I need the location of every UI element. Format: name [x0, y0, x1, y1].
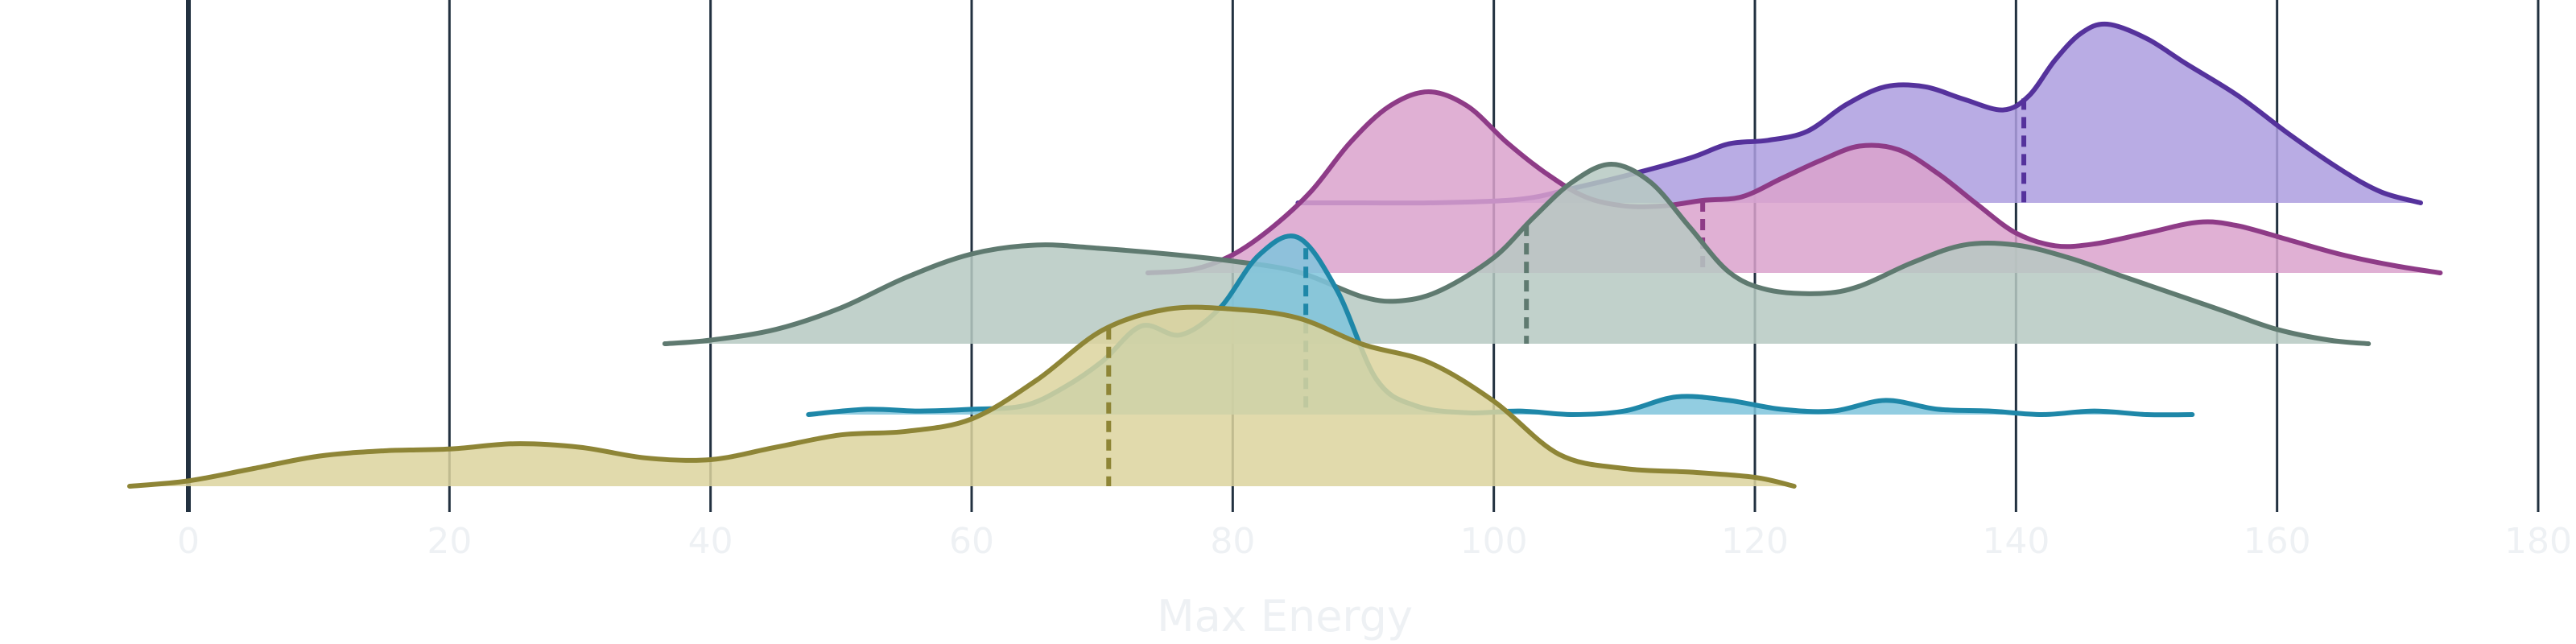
x-tick-label: 100	[1460, 521, 1528, 562]
ridge-line	[662, 162, 2372, 346]
ridge-area	[1147, 92, 2441, 273]
x-axis-title: Max Energy	[1157, 591, 1413, 642]
ridge-area	[1298, 23, 2421, 204]
x-tick-labels: 0 20 40 60 80 100 120 140 160 180	[177, 521, 2572, 562]
ridge-series	[662, 162, 2372, 346]
ridge-line	[1145, 89, 2443, 275]
ridge-area	[130, 307, 1794, 486]
ridge-line	[127, 304, 1797, 489]
x-tick-label: 0	[177, 521, 200, 562]
x-tick-label: 140	[1982, 521, 2050, 562]
x-tick-label: 80	[1210, 521, 1255, 562]
x-tick-label: 120	[1721, 521, 1789, 562]
ridge-area	[664, 164, 2369, 344]
x-tick-label: 180	[2504, 521, 2572, 562]
ridge-series	[127, 304, 1797, 489]
ridges	[127, 21, 2443, 489]
x-tick-label: 40	[688, 521, 733, 562]
x-tick-label: 60	[949, 521, 994, 562]
x-tick-label: 160	[2244, 521, 2311, 562]
x-tick-label: 20	[427, 521, 472, 562]
